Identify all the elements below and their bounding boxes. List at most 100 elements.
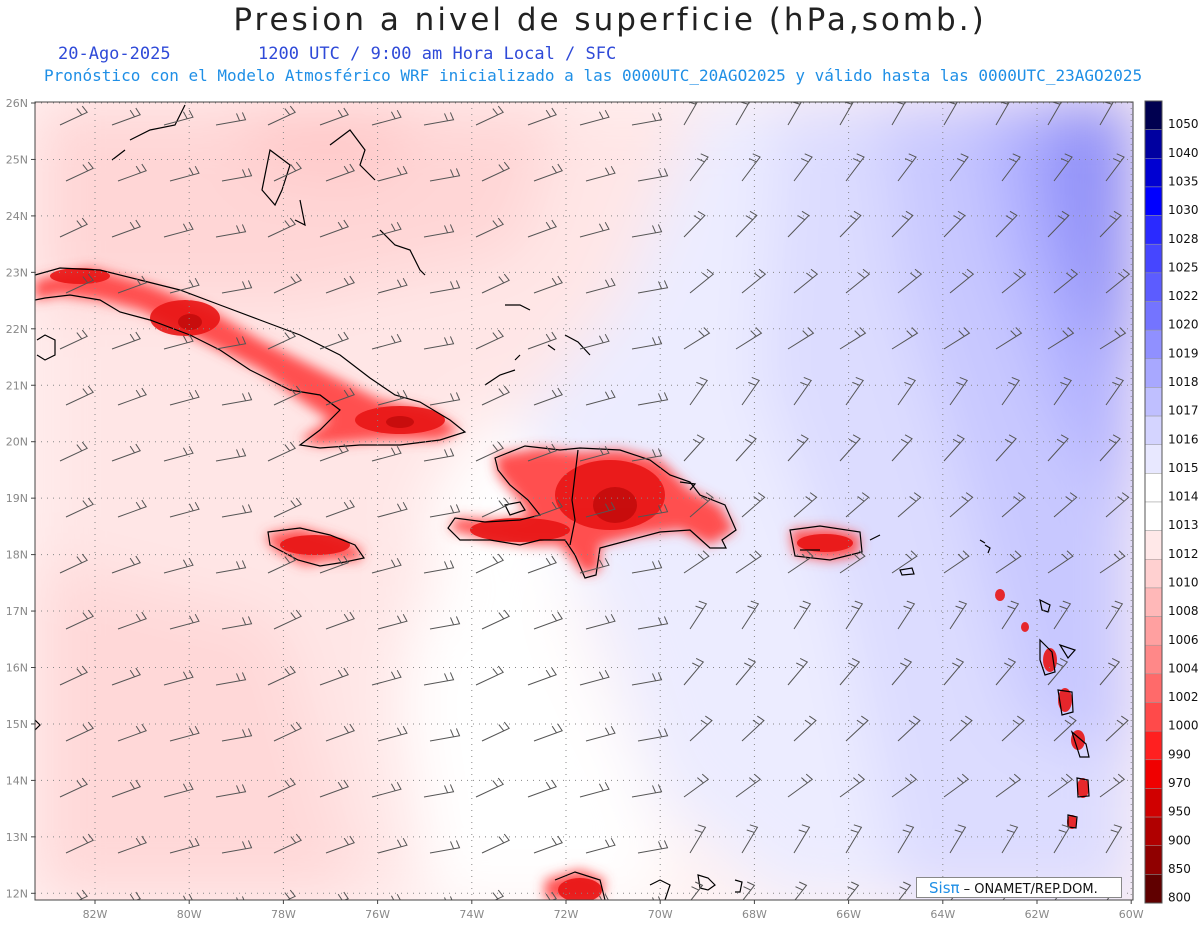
wind-barb — [943, 327, 971, 350]
legend-label: 1002 — [1168, 690, 1199, 704]
wind-barb — [215, 560, 247, 574]
legend-label: 1022 — [1168, 289, 1199, 303]
lat-label: 13N — [6, 831, 28, 844]
wind-barb — [215, 784, 247, 798]
lat-label: 14N — [6, 774, 28, 787]
wind-barb — [59, 441, 88, 462]
wind-barb — [598, 893, 609, 900]
wind-barb — [689, 715, 713, 742]
wind-barb — [117, 275, 147, 294]
wind-barb — [65, 609, 94, 630]
wind-barb — [585, 165, 616, 182]
wind-barb — [429, 728, 461, 742]
legend-swatch — [1144, 158, 1163, 188]
wind-barb — [631, 336, 663, 350]
wind-barb — [273, 497, 302, 518]
wind-barb — [891, 327, 919, 350]
wind-barb — [891, 773, 918, 798]
wind-barb — [735, 773, 762, 798]
wind-barb — [689, 268, 715, 294]
wind-barb — [221, 392, 253, 406]
lat-label: 24N — [6, 210, 28, 223]
legend-label: 1030 — [1168, 203, 1199, 217]
wind-barb — [891, 657, 913, 686]
wind-barb — [117, 835, 147, 854]
wind-barb — [995, 327, 1023, 350]
wind-barb — [891, 210, 914, 238]
legend-swatch — [1144, 444, 1163, 474]
wind-barb — [236, 896, 245, 900]
wind-barb — [631, 560, 663, 574]
legend-label: 1008 — [1168, 604, 1199, 618]
wind-barb — [429, 840, 461, 854]
wind-barb — [1047, 327, 1075, 350]
wind-barb — [995, 773, 1022, 798]
wind-barb — [273, 721, 302, 742]
wind-barb — [1001, 492, 1026, 518]
wind-barb — [325, 275, 355, 294]
wind-barb — [163, 557, 194, 574]
lon-label: 82W — [83, 908, 108, 921]
wind-barb — [267, 217, 296, 238]
wind-barb — [1001, 376, 1020, 406]
pressure-shading — [35, 102, 1133, 900]
wind-barb — [423, 672, 455, 686]
wind-barb — [839, 434, 861, 462]
wind-barb — [1099, 210, 1122, 238]
wind-barb — [273, 609, 302, 630]
wind-barb — [163, 781, 194, 798]
legend-swatch — [1144, 644, 1163, 675]
wind-barb — [527, 331, 557, 350]
legend-swatch — [1144, 530, 1163, 560]
legend-label: 1028 — [1168, 232, 1199, 246]
wind-barb — [377, 165, 408, 182]
wind-barb — [371, 781, 402, 798]
wind-barb — [169, 165, 200, 182]
wind-barb — [319, 555, 349, 574]
wind-barb — [637, 728, 669, 742]
legend-swatch — [1144, 272, 1163, 302]
forecast-date: 20-Ago-2025 — [58, 44, 171, 64]
wind-barb — [585, 613, 616, 630]
legend-label: 970 — [1168, 776, 1191, 790]
wind-barb — [689, 376, 708, 406]
lon-label: 74W — [459, 908, 484, 921]
map-frame — [34, 101, 1134, 901]
wind-barb — [631, 784, 663, 798]
legend-label: 1035 — [1168, 174, 1199, 188]
legend-label: 950 — [1168, 805, 1191, 819]
wind-barb — [169, 277, 200, 294]
wind-barb — [65, 161, 94, 182]
wind-barb — [1053, 600, 1072, 630]
wind-barb — [319, 331, 349, 350]
wind-barb — [1047, 210, 1070, 238]
wind-barb — [741, 268, 767, 294]
wind-barb — [585, 501, 616, 518]
wind-barb — [943, 434, 965, 462]
wind-barb — [481, 833, 510, 854]
wind-barb — [846, 881, 860, 900]
wind-barb — [631, 672, 663, 686]
wind-barb — [891, 550, 918, 574]
wind-barb — [475, 553, 504, 574]
wind-barb — [215, 112, 247, 126]
wind-barb — [267, 329, 296, 350]
lat-label: 19N — [6, 492, 28, 505]
legend-swatch — [1144, 358, 1163, 388]
wind-barb — [169, 613, 200, 630]
wind-barb — [1105, 492, 1130, 518]
wind-barb — [429, 392, 461, 406]
wind-barb — [377, 837, 408, 854]
wind-barb — [1001, 600, 1020, 630]
wind-barb — [1105, 600, 1124, 630]
wind-barb — [527, 219, 557, 238]
wind-barb — [527, 667, 557, 686]
wind-barb — [377, 389, 408, 406]
wind-barb — [735, 327, 763, 350]
legend-label: 990 — [1168, 747, 1191, 761]
wind-barb — [267, 665, 296, 686]
wind-barb — [215, 336, 247, 350]
wind-barb — [741, 492, 766, 518]
legend-swatch — [1144, 816, 1163, 846]
wind-barb — [533, 387, 563, 406]
